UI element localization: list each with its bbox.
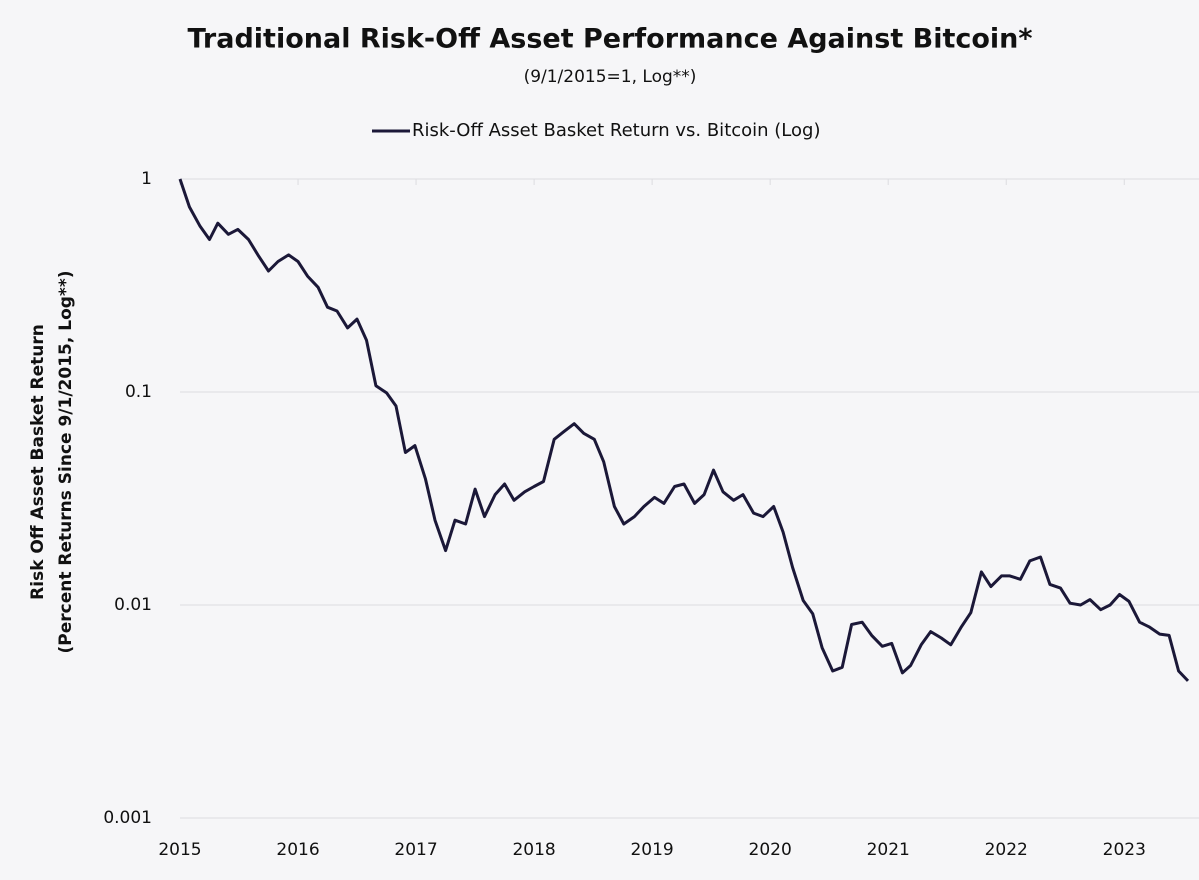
- chart-subtitle: (9/1/2015=1, Log**): [524, 67, 697, 87]
- y-axis-label: Risk Off Asset Basket Return (Percent Re…: [28, 271, 76, 654]
- x-tick-label: 2017: [394, 840, 437, 860]
- x-tick-label: 2023: [1103, 840, 1146, 860]
- x-tick-label: 2019: [630, 840, 673, 860]
- y-label-line: (Percent Returns Since 9/1/2015, Log**): [56, 271, 76, 654]
- x-tick-label: 2018: [512, 840, 555, 860]
- x-tick-label: 2020: [749, 840, 792, 860]
- y-tick-label: 0.1: [125, 382, 152, 402]
- y-label-line: Risk Off Asset Basket Return: [28, 324, 48, 600]
- x-tick-label: 2021: [867, 840, 910, 860]
- y-tick-label: 0.001: [103, 808, 152, 828]
- y-tick-label: 1: [141, 169, 152, 189]
- x-tick-label: 2016: [276, 840, 319, 860]
- legend-label: Risk-Off Asset Basket Return vs. Bitcoin…: [412, 120, 820, 141]
- x-tick-label: 2022: [985, 840, 1028, 860]
- data-line: [178, 178, 1190, 682]
- y-tick-label: 0.01: [114, 595, 152, 615]
- chart-title: Traditional Risk-Off Asset Performance A…: [187, 24, 1032, 55]
- x-tick-label: 2015: [158, 840, 201, 860]
